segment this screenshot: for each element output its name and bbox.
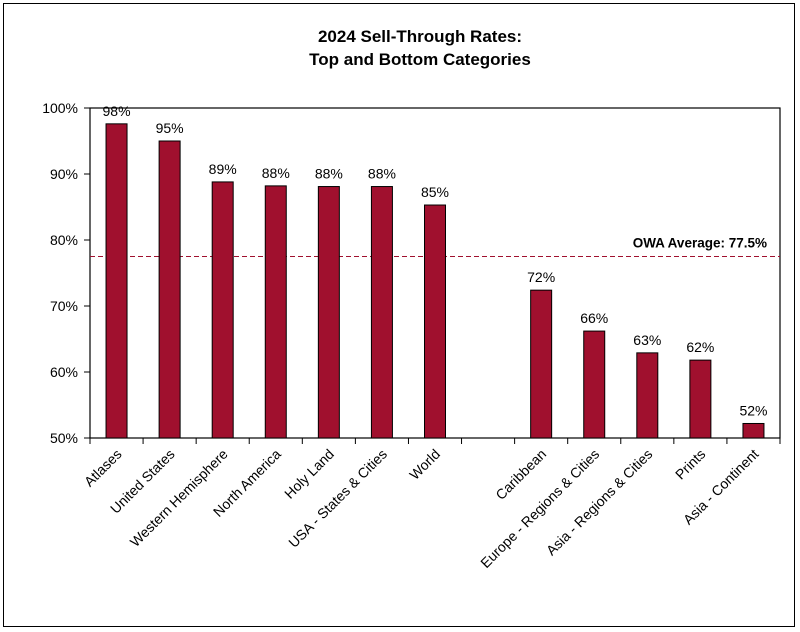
bar bbox=[742, 422, 765, 439]
x-category-label: Asia - Regions & Cities bbox=[543, 446, 656, 559]
x-category-label: World bbox=[406, 446, 443, 483]
y-tick-label: 50% bbox=[50, 430, 78, 446]
average-reference-label: OWA Average: 77.5% bbox=[633, 236, 767, 251]
bar bbox=[636, 352, 659, 439]
y-tick-label: 70% bbox=[50, 298, 78, 314]
y-tick-label: 80% bbox=[50, 232, 78, 248]
bar bbox=[530, 289, 553, 439]
x-category-label: Atlases bbox=[81, 446, 125, 490]
bar-data-label: 88% bbox=[315, 166, 343, 182]
chart-frame bbox=[3, 3, 795, 627]
x-category-label: USA - States & Cities bbox=[285, 446, 390, 551]
bar bbox=[424, 204, 446, 439]
x-category-label: Prints bbox=[672, 446, 709, 483]
y-tick-label: 100% bbox=[42, 100, 78, 116]
bar bbox=[583, 330, 606, 439]
bar-data-label: 89% bbox=[209, 161, 237, 177]
bar-data-label: 66% bbox=[580, 310, 608, 326]
bar bbox=[264, 185, 287, 439]
x-category-label: Holy Land bbox=[281, 446, 337, 502]
bar-data-label: 62% bbox=[686, 339, 714, 355]
bar bbox=[211, 181, 234, 439]
chart-title-line-2: Top and Bottom Categories bbox=[309, 50, 531, 69]
bar bbox=[317, 186, 340, 439]
bar-data-label: 88% bbox=[262, 165, 290, 181]
x-category-label: Western Hemisphere bbox=[127, 446, 231, 550]
bar bbox=[689, 359, 712, 439]
bar-data-label: 98% bbox=[103, 103, 131, 119]
bar-data-label: 88% bbox=[368, 166, 396, 182]
bar-data-label: 63% bbox=[633, 332, 661, 348]
bar bbox=[370, 186, 393, 439]
plot-area: 50% 60% 70% 80% 90% 100% OWA Average: 77.5% 98%… bbox=[42, 100, 781, 571]
x-category-label: Caribbean bbox=[492, 446, 549, 503]
bar-data-label: 52% bbox=[739, 402, 767, 418]
bar-data-label: 72% bbox=[527, 269, 555, 285]
bar-data-label: 85% bbox=[421, 184, 449, 200]
y-tick-label: 60% bbox=[50, 364, 78, 380]
bar bbox=[105, 123, 128, 439]
bar-data-label: 95% bbox=[156, 120, 184, 136]
bar bbox=[158, 140, 181, 439]
chart-title-line-1: 2024 Sell-Through Rates: bbox=[318, 27, 522, 46]
y-tick-label: 90% bbox=[50, 166, 78, 182]
